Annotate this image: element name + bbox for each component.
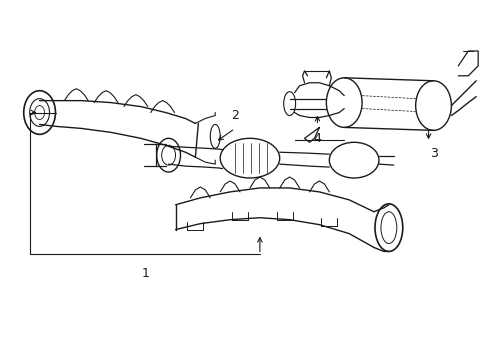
Text: 3: 3 — [429, 147, 437, 160]
Text: 4: 4 — [313, 132, 321, 145]
Text: 2: 2 — [231, 109, 239, 122]
Text: 1: 1 — [142, 267, 149, 280]
